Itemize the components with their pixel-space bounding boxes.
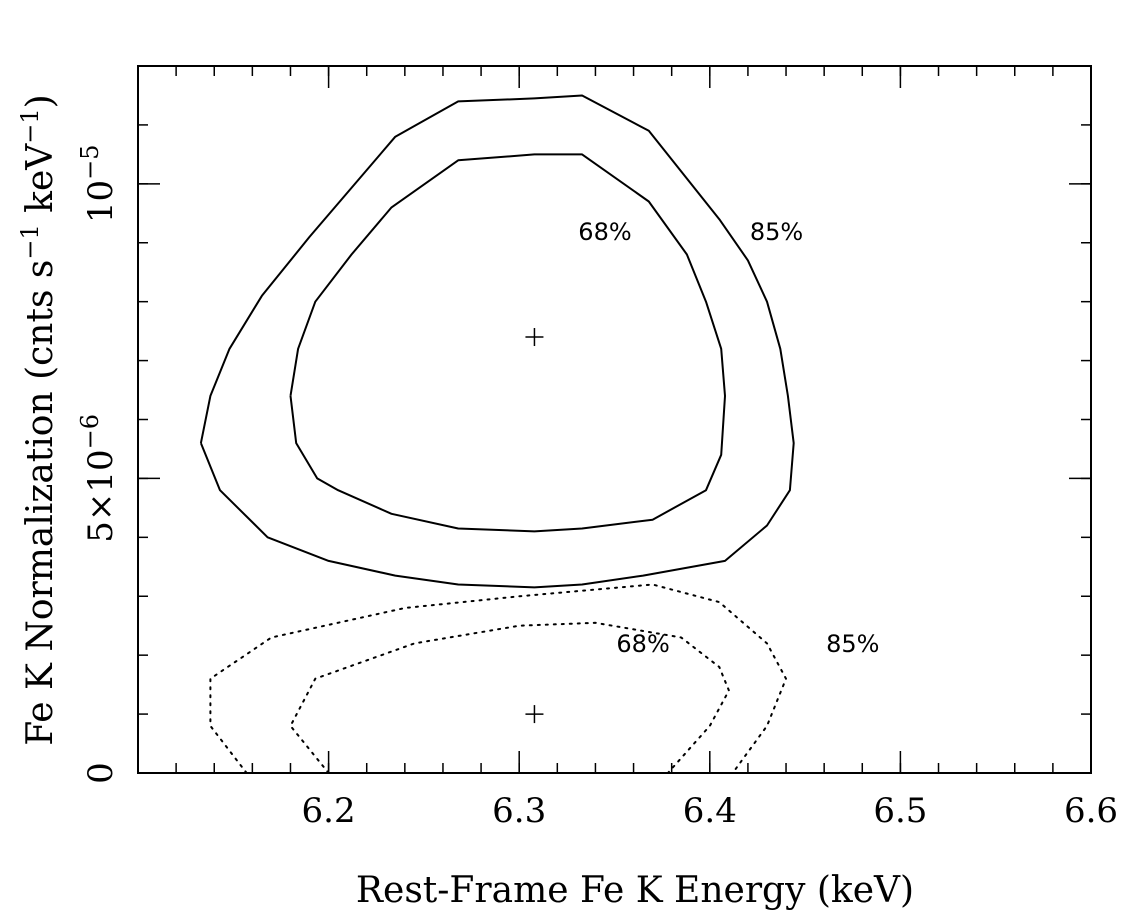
best-fit-markers — [525, 328, 544, 724]
x-tick-label: 6.6 — [1064, 791, 1118, 831]
y-axis-title-exp1: −1 — [16, 224, 44, 259]
x-tick-label: 6.2 — [302, 791, 356, 831]
contour-labels: 85% 68% 85% 68% — [578, 218, 879, 658]
x-axis-title: Rest-Frame Fe K Energy (keV) — [356, 870, 914, 911]
y-tick-label: 10−5 — [76, 145, 121, 224]
y-axis-title: Fe K Normalization (cnts s−1 keV−1) — [16, 94, 61, 745]
contour-label-dotted-85: 85% — [826, 630, 879, 658]
contour-solid-68 — [289, 153, 726, 533]
best-fit-marker — [525, 328, 544, 347]
contour-label-solid-68: 68% — [578, 218, 631, 246]
x-tick-label: 6.3 — [492, 791, 546, 831]
contours — [199, 94, 795, 774]
contour-label-solid-85: 85% — [750, 218, 803, 246]
y-axis-title-exp2: −1 — [16, 108, 44, 143]
x-tick-label: 6.4 — [683, 791, 737, 831]
contour-dotted-85 — [209, 583, 787, 774]
y-axis-title-close: ) — [20, 94, 61, 108]
y-tick-labels: 0 5×10−6 10−5 — [76, 145, 121, 784]
y-tick-label: 0 — [81, 762, 121, 784]
contour-label-dotted-68: 68% — [616, 630, 669, 658]
x-tick-labels: 6.2 6.3 6.4 6.5 6.6 — [302, 791, 1118, 831]
contour-solid-85 — [199, 94, 795, 589]
best-fit-marker — [525, 705, 544, 724]
contour-dotted-68 — [289, 621, 730, 774]
minor-ticks — [138, 66, 1091, 773]
y-tick-label: 5×10−6 — [76, 414, 121, 543]
plot-frame — [137, 65, 1092, 774]
y-axis-title-main: Fe K Normalization (cnts s — [20, 260, 61, 746]
y-axis-title-unit: keV — [20, 143, 61, 225]
major-ticks — [138, 66, 1092, 774]
x-tick-label: 6.5 — [873, 791, 927, 831]
